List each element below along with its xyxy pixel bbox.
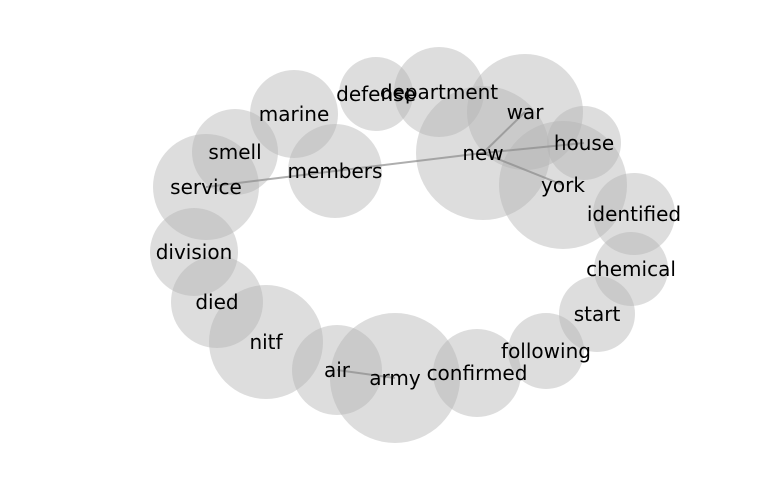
node-label-marine: marine — [259, 102, 330, 126]
node-label-identified: identified — [587, 202, 681, 226]
node-bubble-department — [394, 47, 484, 137]
node-label-new: new — [462, 141, 503, 165]
node-bubble-division — [150, 208, 238, 296]
node-bubble-defense — [339, 57, 413, 131]
node-label-division: division — [156, 240, 233, 264]
node-label-house: house — [554, 131, 614, 155]
node-label-service: service — [170, 175, 242, 199]
edge-new-members — [334, 152, 484, 172]
node-label-department: department — [380, 80, 498, 104]
node-bubble-marine — [250, 70, 338, 158]
node-bubble-chemical — [594, 232, 668, 306]
node-bubble-confirmed — [433, 329, 521, 417]
node-label-nitf: nitf — [249, 330, 283, 354]
node-label-following: following — [501, 339, 591, 363]
node-bubble-following — [508, 313, 584, 389]
node-label-defense: defense — [336, 82, 416, 106]
node-bubble-died — [171, 256, 263, 348]
edge-air-army — [336, 369, 396, 379]
edge-new-war — [482, 111, 526, 154]
edge-new-york — [482, 152, 564, 186]
node-bubble-start — [559, 276, 635, 352]
node-label-died: died — [195, 290, 238, 314]
edge-lines — [205, 111, 585, 379]
edge-new-house — [482, 142, 585, 154]
node-label-members: members — [288, 159, 383, 183]
node-label-air: air — [324, 358, 351, 382]
node-label-smell: smell — [208, 140, 261, 164]
node-label-confirmed: confirmed — [427, 361, 528, 385]
edge-members-service — [205, 170, 336, 188]
node-label-york: york — [541, 173, 585, 197]
node-label-war: war — [507, 100, 545, 124]
node-label-start: start — [574, 302, 621, 326]
node-label-army: army — [369, 366, 421, 390]
node-bubble-identified — [593, 173, 675, 255]
node-bubble-smell — [192, 109, 278, 195]
node-label-chemical: chemical — [586, 257, 676, 281]
node-bubble-nitf — [209, 285, 323, 399]
